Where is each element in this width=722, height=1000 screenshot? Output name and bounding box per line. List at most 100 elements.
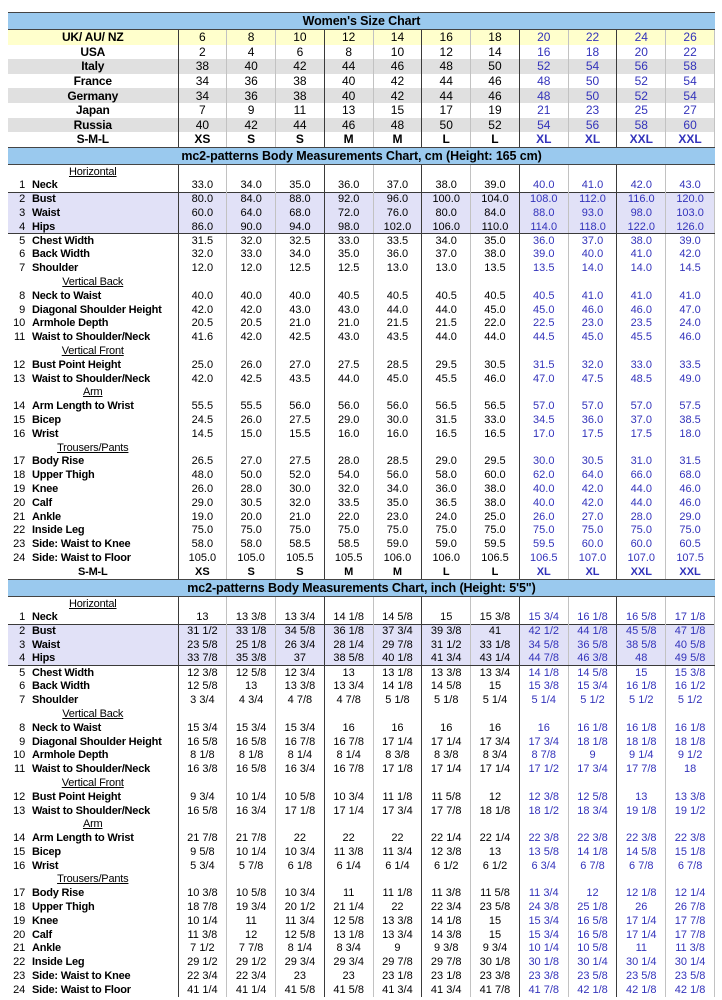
cell: 31 1/2	[177, 623, 227, 639]
cell	[226, 817, 276, 832]
row-number: 18	[13, 469, 25, 482]
cell: 21.0	[323, 316, 374, 331]
section-subheading: Horizontal	[8, 597, 178, 611]
cell: XXL	[616, 132, 666, 147]
cell: 16 1/8	[567, 610, 617, 625]
cell: 44 7/8	[518, 651, 569, 667]
womens-size-chart: Women's Size Chart UK/ AU/ NZ 6 8 10 12 14 16 1…	[8, 12, 715, 997]
cell	[323, 707, 374, 721]
cell: 41 3/4	[421, 982, 471, 997]
cell: XS	[177, 564, 227, 579]
cell: 60.0	[567, 537, 617, 552]
cell: 54	[518, 117, 569, 133]
cell: 23 5/8	[616, 969, 666, 983]
cell: 56.5	[421, 399, 471, 414]
cell	[275, 164, 325, 179]
cell: 33.0	[226, 247, 276, 262]
cell: 36.5	[421, 495, 471, 510]
row-label: 24 Side: Waist to Floor	[8, 983, 178, 997]
cell	[518, 385, 569, 400]
cell: 13	[470, 845, 520, 859]
cell: 28.0	[323, 454, 374, 469]
row-label: 23 Side: Waist to Knee	[8, 969, 178, 983]
cell: 14	[470, 44, 520, 60]
row-number: 5	[19, 234, 25, 247]
cell: 14	[372, 30, 422, 45]
subsection-row: Horizontal	[8, 164, 715, 179]
cell: 122.0	[616, 219, 666, 235]
cell: 16 5/8	[616, 610, 666, 625]
cell: M	[372, 564, 422, 579]
cell	[470, 440, 520, 455]
cell: 25.0	[470, 509, 520, 524]
row-label: 16 Wrist	[8, 427, 178, 441]
cell: 106.0	[421, 551, 471, 565]
row-label: 9 Diagonal Shoulder Height	[8, 303, 178, 317]
cell: 17 1/4	[616, 927, 666, 942]
cell: S	[275, 564, 325, 579]
cell: 92.0	[323, 191, 374, 207]
cell	[567, 596, 617, 611]
cell: 26.0	[226, 357, 276, 372]
cell: 44.5	[518, 330, 569, 345]
measurement-name: Body Rise	[32, 455, 84, 468]
cell: 46	[470, 88, 520, 103]
cell: 32.0	[275, 495, 325, 510]
cell: 13 3/4	[323, 679, 374, 694]
cell: 106.5	[470, 551, 520, 565]
cell: 75.0	[177, 523, 227, 538]
cell: 12 3/8	[518, 789, 569, 804]
cell: 57.5	[665, 399, 715, 414]
cell: 30.0	[518, 454, 569, 469]
subheading-label: Trousers/Pants	[57, 873, 129, 886]
cell: 60.0	[616, 537, 666, 552]
cell: 41.0	[616, 288, 666, 303]
measurement-name: Armhole Depth	[32, 317, 109, 330]
cell: 44.0	[470, 330, 520, 345]
table-row: 3 Waist 60.0 64.0 68.0 72.0 76.0 80.0 84.0 88.0 93…	[8, 206, 715, 220]
subsection-row: Vertical Back	[8, 707, 715, 721]
cell: 13 3/8	[372, 913, 422, 928]
cell	[616, 817, 666, 832]
row-label: 1 Neck	[8, 610, 178, 624]
cell: 13.5	[518, 261, 569, 276]
cell	[421, 596, 471, 611]
cell: 76.0	[372, 206, 422, 220]
table-row: 19 Knee 10 1/4 11 11 3/4 12 5/8 13 3/8 14 1/8 15…	[8, 913, 715, 928]
cell: 29 7/8	[372, 955, 422, 970]
measurement-name: Calf	[32, 496, 52, 509]
cell: 24.0	[421, 509, 471, 524]
table-row: S-M-L XS S S M M L L XL XL XXL XXL	[8, 564, 715, 579]
cell: 22 3/8	[567, 831, 617, 845]
cell: 106.0	[421, 219, 471, 235]
cell: 29.5	[470, 454, 520, 469]
cell	[372, 275, 422, 289]
measurement-name: Bicep	[32, 845, 61, 858]
cell: 58.5	[275, 537, 325, 552]
cell	[665, 275, 715, 289]
cell	[665, 817, 715, 832]
cell	[616, 164, 666, 179]
section-subheading: Vertical Back	[8, 275, 178, 289]
cell: 22 3/8	[518, 831, 569, 845]
cell: 31.5	[177, 233, 227, 248]
row-number: 13	[13, 804, 25, 817]
cell: 42	[275, 59, 325, 74]
cell: 41 5/8	[275, 982, 325, 997]
cell: 42	[372, 88, 422, 103]
cell: 27.0	[275, 357, 325, 372]
cell: 40.0	[518, 482, 569, 496]
cell	[177, 707, 227, 721]
measurement-name: Bust Point Height	[32, 358, 121, 371]
cell	[567, 872, 617, 887]
cell	[616, 872, 666, 887]
cell	[275, 275, 325, 289]
table-row: 14 Arm Length to Wrist 21 7/8 21 7/8 22 22 22 2…	[8, 831, 715, 845]
cell: 23	[275, 969, 325, 983]
row-number: 11	[13, 763, 25, 776]
cell	[518, 440, 569, 455]
cell: 36.0	[323, 178, 374, 193]
cell: 15 3/4	[518, 610, 569, 625]
cell: 102.0	[372, 219, 422, 235]
cell: 35.0	[470, 233, 520, 248]
